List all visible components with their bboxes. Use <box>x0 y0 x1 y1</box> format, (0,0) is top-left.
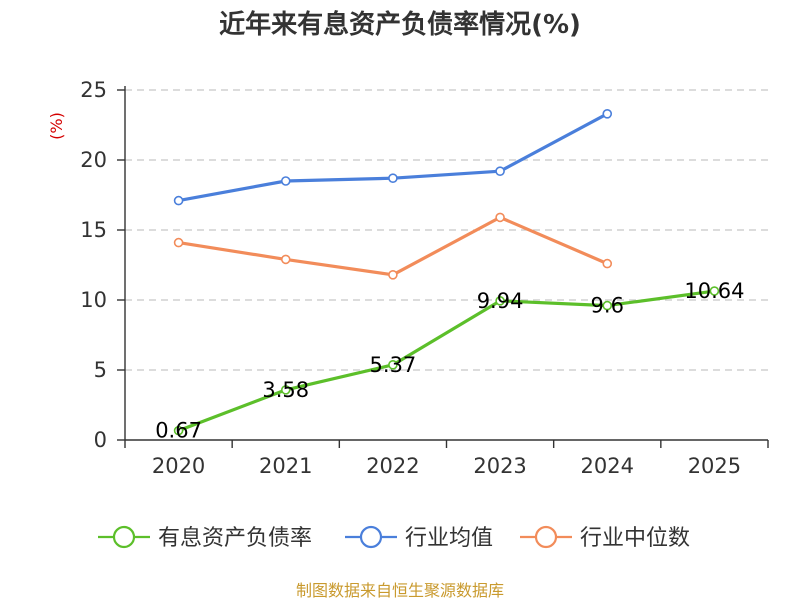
data-point <box>388 269 398 280</box>
data-label: 0.67 <box>155 419 202 443</box>
legend-marker <box>112 525 136 549</box>
series-line <box>178 215 608 277</box>
chart-title: 近年来有息资产负债率情况(%) <box>219 9 581 40</box>
data-point <box>495 212 505 223</box>
data-label: 3.58 <box>262 378 309 402</box>
y-tick-label: 10 <box>80 288 107 312</box>
y-tick-label: 25 <box>80 78 107 102</box>
grid-layer <box>125 89 768 371</box>
data-point <box>602 258 613 269</box>
source-note: 制图数据来自恒生聚源数据库 <box>296 581 504 600</box>
data-point <box>280 254 291 265</box>
legend-label: 行业均值 <box>405 526 493 551</box>
x-tick-label: 2022 <box>366 454 419 478</box>
data-point <box>173 237 184 248</box>
data-point <box>388 173 398 183</box>
data-label: 10.64 <box>684 279 744 303</box>
data-point <box>280 385 291 395</box>
series-layer <box>173 109 720 436</box>
data-point <box>173 425 184 436</box>
y-tick-label: 0 <box>94 428 107 452</box>
data-point <box>709 286 720 296</box>
data-label: 5.37 <box>370 353 417 377</box>
legend: 有息资产负债率 行业均值 行业中位数 <box>98 525 690 551</box>
series-line <box>178 289 715 433</box>
legend-label: 有息资产负债率 <box>158 526 312 551</box>
data-label: 9.94 <box>477 289 524 313</box>
x-tick-label: 2020 <box>152 454 205 478</box>
legend-marker <box>359 525 383 549</box>
data-point <box>388 360 398 370</box>
x-tick-label: 2023 <box>473 454 526 478</box>
data-label-layer: 0.67 3.58 5.37 9.94 9.6 10.64 <box>155 279 744 443</box>
data-point <box>495 296 505 306</box>
y-tick-label: 5 <box>94 358 107 382</box>
data-point <box>602 300 613 311</box>
data-point <box>495 166 505 176</box>
series-line <box>178 112 609 203</box>
x-tick-label: 2021 <box>259 454 312 478</box>
x-tick-label: 2024 <box>581 454 634 478</box>
data-point <box>173 195 184 206</box>
y-tick-label: 15 <box>80 218 107 242</box>
data-point <box>602 109 613 119</box>
data-label: 9.6 <box>591 294 624 318</box>
legend-marker <box>534 525 558 549</box>
x-tick-label: 2025 <box>688 454 741 478</box>
data-point <box>280 176 291 186</box>
y-tick-label: 20 <box>80 148 107 172</box>
legend-label: 行业中位数 <box>580 526 690 551</box>
y-axis-label: (%) <box>47 112 66 140</box>
